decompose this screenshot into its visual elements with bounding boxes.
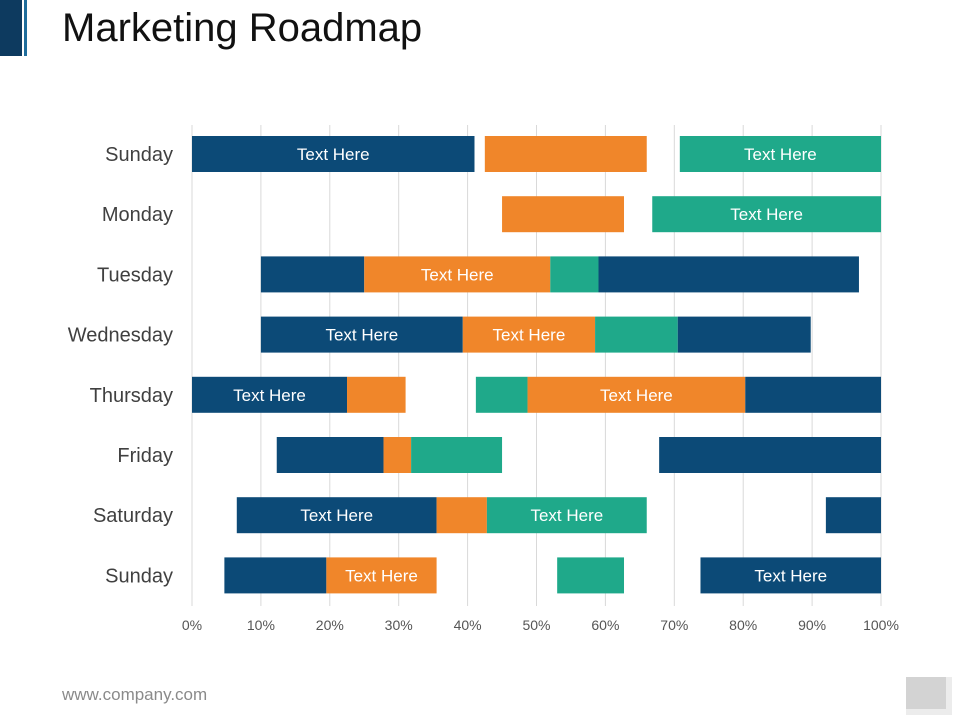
- bar-segment: [383, 437, 412, 473]
- x-tick-label: 100%: [863, 617, 899, 633]
- x-tick-label: 70%: [660, 617, 688, 633]
- title-accent-line: [24, 0, 27, 56]
- bar-segment: [679, 136, 881, 172]
- bar-segment: [745, 376, 881, 413]
- bar-data-label: Text Here: [297, 145, 370, 164]
- bar-segment: [411, 437, 503, 473]
- bar-segment: [550, 256, 599, 293]
- bar-data-label: Text Here: [754, 566, 827, 585]
- x-tick-label: 0%: [182, 617, 202, 633]
- bar-segment: [557, 557, 625, 594]
- bar-data-label: Text Here: [744, 145, 817, 164]
- bar-segment: [347, 376, 406, 413]
- chart-bars: Text Here Text Here Text Here Text Here Text…: [192, 136, 881, 594]
- bar-data-label: Text Here: [345, 566, 418, 585]
- y-category-label: Monday: [102, 204, 173, 226]
- bar-segment: [260, 256, 365, 293]
- footer-url: www.company.com: [62, 685, 208, 704]
- bar-data-label: Text Here: [233, 386, 306, 405]
- bar-data-label: Text Here: [325, 326, 398, 345]
- bar-segment: [192, 376, 348, 413]
- bar-segment: [192, 136, 475, 172]
- y-category-label: Thursday: [90, 385, 173, 407]
- bar-segment: [462, 316, 596, 353]
- x-tick-label: 40%: [454, 617, 482, 633]
- x-tick-label: 20%: [316, 617, 344, 633]
- bar-segment: [276, 437, 384, 473]
- bar-segment: [260, 316, 463, 353]
- bar-segment: [326, 557, 437, 594]
- bar-segment: [502, 196, 625, 233]
- bar-segment: [598, 256, 859, 293]
- x-tick-label: 90%: [798, 617, 826, 633]
- bar-segment: [236, 497, 437, 534]
- bar-segment: [364, 256, 551, 293]
- y-category-label: Friday: [117, 445, 173, 467]
- x-tick-label: 10%: [247, 617, 275, 633]
- bar-segment: [652, 196, 881, 233]
- page-title: Marketing Roadmap: [62, 6, 423, 50]
- y-category-label: Wednesday: [68, 325, 173, 347]
- x-tick-label: 80%: [729, 617, 757, 633]
- title-accent-bar: [0, 0, 22, 56]
- bar-segment: [475, 376, 528, 413]
- bar-segment: [436, 497, 487, 534]
- bar-data-label: Text Here: [530, 506, 603, 525]
- y-category-label: Sunday: [105, 144, 173, 166]
- bar-segment: [484, 136, 647, 172]
- bar-data-label: Text Here: [493, 326, 566, 345]
- bar-segment: [595, 316, 678, 353]
- bar-segment: [224, 557, 327, 594]
- bar-segment: [486, 497, 647, 534]
- x-tick-label: 30%: [385, 617, 413, 633]
- x-axis-ticks: 0% 10% 20% 30% 40% 50% 60% 70% 80% 90% 100%: [182, 617, 899, 633]
- bar-data-label: Text Here: [730, 205, 803, 224]
- y-category-label: Saturday: [93, 505, 173, 527]
- y-category-label: Sunday: [105, 565, 173, 587]
- bar-segment: [700, 557, 881, 594]
- bar-segment: [825, 497, 881, 534]
- bar-data-label: Text Here: [421, 265, 494, 284]
- bar-segment: [659, 437, 881, 473]
- bar-segment: [677, 316, 811, 353]
- bar-data-label: Text Here: [300, 506, 373, 525]
- bar-data-label: Text Here: [600, 386, 673, 405]
- bar-segment: [527, 376, 746, 413]
- x-tick-label: 50%: [522, 617, 550, 633]
- x-tick-label: 60%: [591, 617, 619, 633]
- y-category-label: Tuesday: [97, 264, 173, 286]
- y-axis-labels: Sunday Monday Tuesday Wednesday Thursday Frid…: [68, 144, 173, 587]
- footer-logo-placeholder: [906, 677, 952, 715]
